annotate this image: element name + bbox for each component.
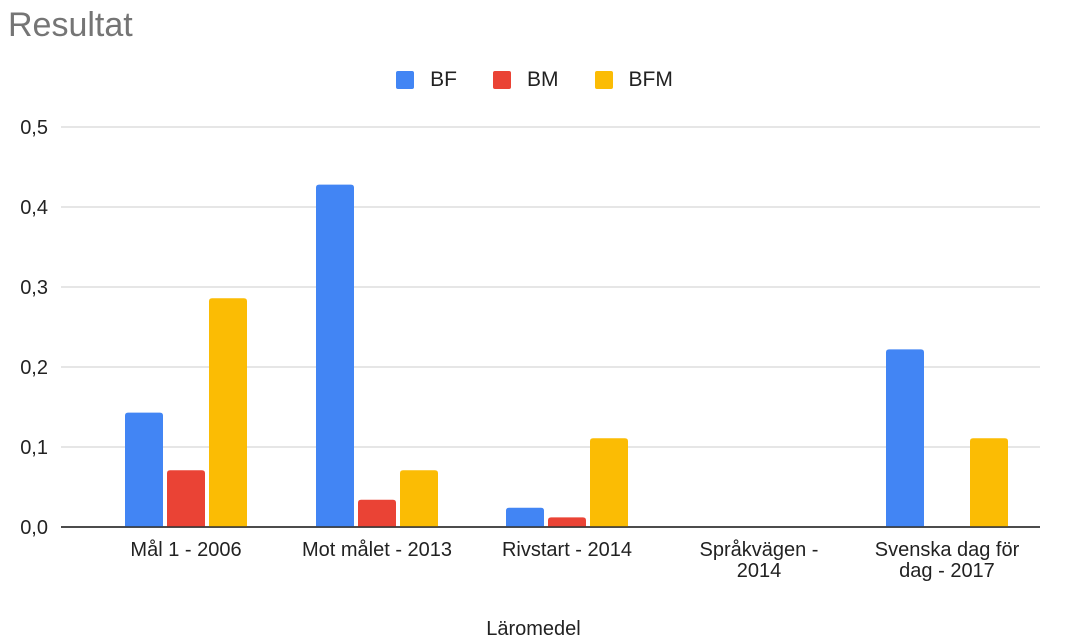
bar-bfm-2 [590, 438, 628, 527]
bar-bm-1 [358, 499, 396, 527]
bar-bfm-1 [400, 470, 438, 527]
x-tick-label: Mål 1 - 2006 [86, 540, 286, 561]
bar-bfm-0 [209, 298, 247, 527]
legend: BF BM BFM [0, 68, 1067, 92]
x-tick-label: Svenska dag för dag - 2017 [847, 540, 1047, 582]
x-tick-label-line: 2014 [736, 560, 782, 582]
chart-title: Resultat [8, 6, 133, 44]
y-tick-label: 0,4 [20, 197, 48, 219]
bar-bfm-4 [970, 438, 1008, 527]
bar-bf-1 [316, 184, 354, 527]
x-tick-label-line: dag - 2017 [899, 560, 995, 582]
x-tick-label: Språkvägen -2014 [659, 540, 859, 582]
legend-item-bm: BM [491, 68, 559, 92]
x-tick-label-line: Rivstart - 2014 [501, 539, 633, 561]
bar-bf-0 [125, 412, 163, 527]
y-tick-label: 0,1 [20, 437, 48, 459]
x-tick-label-line: Svenska dag för [874, 539, 1020, 561]
legend-swatch [493, 71, 511, 89]
y-tick-label: 0,5 [20, 117, 48, 139]
legend-label: BFM [628, 68, 673, 91]
bar-bm-0 [167, 470, 205, 527]
legend-item-bfm: BFM [593, 68, 673, 92]
legend-item-bf: BF [394, 68, 457, 92]
x-tick-label-line: Språkvägen - [699, 539, 819, 561]
legend-label: BF [430, 68, 457, 91]
x-tick-label-line: Mål 1 - 2006 [130, 539, 242, 561]
legend-swatch [594, 71, 613, 89]
x-axis-title: Läromedel [486, 618, 581, 640]
bar-bf-2 [506, 507, 544, 527]
x-tick-label: Rivstart - 2014 [467, 540, 667, 561]
x-tick-label: Mot målet - 2013 [277, 540, 477, 561]
legend-swatch [396, 71, 415, 89]
bar-bf-4 [886, 349, 924, 527]
y-tick-label: 0,2 [20, 357, 48, 379]
y-tick-label: 0,3 [20, 277, 48, 299]
x-tick-label-line: Mot målet - 2013 [301, 539, 453, 561]
y-tick-label: 0,0 [20, 517, 48, 539]
bar-bm-2 [548, 517, 586, 527]
legend-label: BM [527, 68, 559, 91]
